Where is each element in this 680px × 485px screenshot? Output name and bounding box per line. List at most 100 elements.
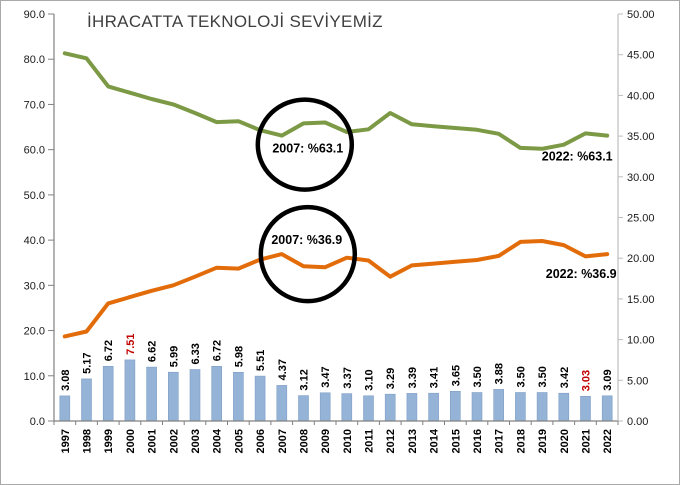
bar-value-label: 6.33 bbox=[190, 343, 202, 364]
bar bbox=[471, 392, 483, 422]
bar bbox=[254, 375, 266, 422]
bar bbox=[189, 369, 201, 422]
bar-value-label: 6.62 bbox=[147, 341, 159, 362]
bar-value-label: 3.03 bbox=[581, 370, 593, 391]
left-axis-tick-label: 80.0 bbox=[24, 54, 45, 66]
bar bbox=[211, 365, 222, 422]
year-label: 1998 bbox=[82, 429, 94, 453]
right-axis-tick-label: 0.00 bbox=[627, 416, 648, 428]
bar-value-label: 5.98 bbox=[233, 346, 245, 367]
year-label: 1999 bbox=[103, 429, 115, 453]
year-label: 2008 bbox=[299, 429, 311, 453]
bar bbox=[363, 395, 374, 422]
year-label: 2007 bbox=[277, 429, 289, 453]
left-axis-tick-label: 20.0 bbox=[24, 326, 45, 338]
year-label: 2009 bbox=[320, 429, 332, 453]
bar bbox=[233, 371, 244, 422]
orange-line bbox=[62, 239, 610, 339]
year-label: 2016 bbox=[472, 429, 484, 453]
year-label: 2010 bbox=[342, 429, 354, 453]
bar bbox=[493, 389, 505, 422]
green-line bbox=[62, 51, 610, 151]
bar bbox=[146, 366, 157, 422]
right-axis-tick-label: 30.00 bbox=[627, 172, 655, 184]
year-label: 2019 bbox=[537, 429, 549, 453]
year-label: 2002 bbox=[168, 429, 180, 453]
left-axis-tick-label: 50.0 bbox=[24, 190, 45, 202]
year-label: 2022 bbox=[602, 429, 614, 453]
year-label: 2005 bbox=[233, 429, 245, 453]
year-label: 2020 bbox=[559, 429, 571, 453]
bar-value-label: 3.39 bbox=[407, 367, 419, 388]
bar bbox=[580, 395, 591, 422]
bar-value-label: 6.72 bbox=[103, 340, 115, 361]
left-axis-tick-label: 60.0 bbox=[24, 145, 45, 157]
year-label: 2000 bbox=[125, 429, 137, 453]
bar bbox=[124, 359, 136, 422]
bar bbox=[384, 393, 396, 422]
year-label: 2012 bbox=[385, 429, 397, 453]
bar-value-label: 3.37 bbox=[342, 367, 354, 388]
year-label: 2013 bbox=[407, 429, 419, 453]
bar-value-label: 3.50 bbox=[537, 366, 549, 387]
right-axis-tick-label: 10.00 bbox=[627, 335, 655, 347]
bar-value-label: 3.50 bbox=[472, 366, 484, 387]
bar bbox=[601, 395, 613, 422]
year-label: 2006 bbox=[255, 429, 267, 453]
bar-value-label: 3.12 bbox=[299, 369, 311, 390]
left-axis-tick-label: 30.0 bbox=[24, 280, 45, 292]
year-label: 2021 bbox=[581, 429, 593, 453]
left-axis-tick-label: 0.0 bbox=[30, 416, 45, 428]
year-label: 1997 bbox=[60, 429, 72, 453]
bar-value-label: 5.17 bbox=[82, 352, 94, 373]
bar bbox=[449, 390, 461, 422]
year-label: 2015 bbox=[450, 429, 462, 453]
right-axis-tick-label: 5.00 bbox=[627, 375, 648, 387]
year-label: 2004 bbox=[212, 428, 224, 453]
left-axis-tick-label: 90.0 bbox=[24, 9, 45, 21]
bar-value-label: 3.08 bbox=[60, 369, 72, 390]
bar-value-label: 5.99 bbox=[168, 346, 180, 367]
bar-value-label: 3.42 bbox=[559, 367, 571, 388]
year-label: 2011 bbox=[364, 429, 376, 453]
annotation-circle bbox=[258, 204, 358, 304]
bar bbox=[298, 395, 309, 422]
chart-title: İHRACATTA TEKNOLOJİ SEVİYEMİZ bbox=[87, 12, 383, 31]
right-axis-tick-label: 15.00 bbox=[627, 294, 655, 306]
year-label: 2017 bbox=[494, 429, 506, 453]
right-axis-tick-label: 50.00 bbox=[627, 9, 655, 21]
bar-value-label: 3.10 bbox=[364, 369, 376, 390]
annotation-text: 2022: %63.1 bbox=[542, 150, 613, 164]
left-axis-tick-label: 40.0 bbox=[24, 235, 45, 247]
left-axis-tick-label: 10.0 bbox=[24, 371, 45, 383]
bar-value-label: 3.88 bbox=[494, 363, 506, 384]
bar bbox=[515, 392, 526, 422]
bar bbox=[428, 392, 439, 422]
bar-value-label: 3.41 bbox=[429, 367, 441, 388]
annotation-circle bbox=[255, 97, 355, 192]
left-axis-tick-label: 70.0 bbox=[24, 99, 45, 111]
bar-value-label: 6.72 bbox=[212, 340, 224, 361]
bar-value-label: 3.29 bbox=[385, 368, 397, 389]
bar bbox=[319, 392, 331, 422]
annotation-text: 2007: %36.9 bbox=[271, 233, 342, 247]
bar-value-label: 3.65 bbox=[450, 365, 462, 386]
year-label: 2003 bbox=[190, 429, 202, 453]
bar bbox=[536, 392, 548, 422]
year-label: 2018 bbox=[515, 429, 527, 453]
bar bbox=[59, 395, 71, 422]
year-label: 2001 bbox=[147, 429, 159, 453]
annotation-text: 2022: %36.9 bbox=[546, 267, 617, 281]
bar bbox=[102, 365, 114, 422]
bar-value-label: 3.47 bbox=[320, 366, 332, 387]
bar-value-label: 7.51 bbox=[125, 333, 137, 354]
bar-value-label: 3.50 bbox=[515, 366, 527, 387]
year-label: 2014 bbox=[429, 428, 441, 453]
bar-value-label: 3.09 bbox=[602, 369, 614, 390]
bar bbox=[341, 393, 353, 422]
bar bbox=[276, 385, 288, 422]
right-axis-tick-label: 25.00 bbox=[627, 213, 655, 225]
bar bbox=[81, 378, 92, 422]
